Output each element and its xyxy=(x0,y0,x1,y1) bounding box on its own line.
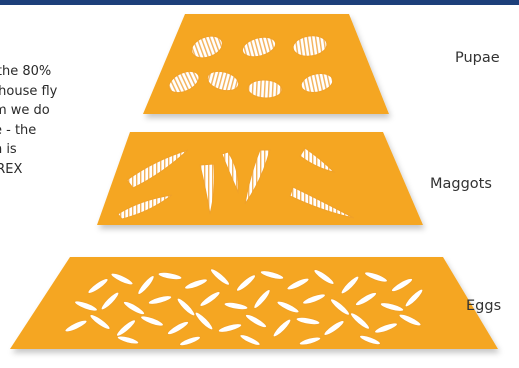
egg-shape xyxy=(137,275,155,295)
egg-cluster xyxy=(64,268,424,346)
egg-shape xyxy=(295,316,321,326)
egg-shape xyxy=(100,291,120,311)
egg-shape xyxy=(64,319,88,333)
pupa-shape xyxy=(300,73,334,93)
egg-shape xyxy=(184,278,208,290)
egg-shape xyxy=(89,314,111,330)
egg-shape xyxy=(74,300,98,312)
egg-shape xyxy=(116,319,136,337)
egg-shape xyxy=(140,315,164,327)
egg-shape xyxy=(194,311,214,331)
egg-shape xyxy=(276,300,300,314)
egg-shape xyxy=(359,335,381,345)
pupae-label: Pupae xyxy=(455,50,500,66)
egg-shape xyxy=(253,289,271,309)
egg-shape xyxy=(330,298,350,316)
pupa-shape xyxy=(206,70,240,92)
description-line: ee - the xyxy=(0,122,37,138)
egg-shape xyxy=(239,334,261,346)
egg-shape xyxy=(179,336,201,346)
eggs-tier xyxy=(10,257,498,349)
egg-shape xyxy=(286,277,310,291)
maggots-tier xyxy=(97,132,423,225)
egg-shape xyxy=(176,297,196,317)
pupae-tier xyxy=(143,14,389,114)
pupa-shape xyxy=(292,35,328,57)
maggot-shape xyxy=(126,149,189,189)
maggot-cluster xyxy=(117,147,355,220)
pupa-shape xyxy=(191,35,223,59)
egg-shape xyxy=(391,278,413,292)
egg-shape xyxy=(167,321,189,335)
egg-shape xyxy=(302,293,326,305)
description-text: s the 80% e house fly em we do ee - the … xyxy=(0,62,112,179)
eggs-label: Eggs xyxy=(466,298,502,314)
egg-shape xyxy=(364,271,388,283)
description-line: OREX xyxy=(0,161,23,177)
egg-shape xyxy=(157,271,183,281)
maggot-shape xyxy=(244,149,271,205)
egg-shape xyxy=(87,278,109,294)
pupa-shape xyxy=(247,79,283,99)
egg-shape xyxy=(298,336,322,346)
egg-shape xyxy=(217,323,243,333)
pupae-tier-shape xyxy=(143,14,389,114)
egg-shape xyxy=(398,313,422,327)
egg-shape xyxy=(110,272,134,286)
maggot-shape xyxy=(221,151,239,194)
pupa-shape xyxy=(168,70,200,94)
egg-shape xyxy=(323,320,345,336)
egg-shape xyxy=(272,318,292,338)
description-line: on is xyxy=(0,142,17,157)
description-line: s the 80% xyxy=(0,64,52,79)
egg-shape xyxy=(245,314,267,328)
description-line: e house fly xyxy=(0,83,58,99)
egg-shape xyxy=(350,312,370,330)
pupae-cluster xyxy=(168,35,334,99)
egg-shape xyxy=(210,268,230,286)
egg-shape xyxy=(259,270,285,280)
egg-shape xyxy=(313,269,335,285)
egg-shape xyxy=(379,302,405,312)
egg-shape xyxy=(199,291,221,307)
egg-shape xyxy=(223,301,249,311)
maggot-shape xyxy=(299,147,336,173)
description-line: em we do xyxy=(0,103,50,118)
egg-shape xyxy=(116,335,140,345)
egg-shape xyxy=(123,301,145,315)
egg-shape xyxy=(404,288,424,308)
maggot-shape xyxy=(289,186,355,219)
egg-shape xyxy=(340,275,360,295)
maggots-label: Maggots xyxy=(430,176,492,192)
egg-shape xyxy=(355,292,377,306)
egg-shape xyxy=(147,295,173,305)
top-accent-bar xyxy=(0,0,519,5)
egg-shape xyxy=(374,322,398,334)
egg-shape xyxy=(236,274,256,292)
pupa-shape xyxy=(241,36,277,58)
maggot-shape xyxy=(117,194,173,220)
maggot-shape xyxy=(199,163,215,215)
